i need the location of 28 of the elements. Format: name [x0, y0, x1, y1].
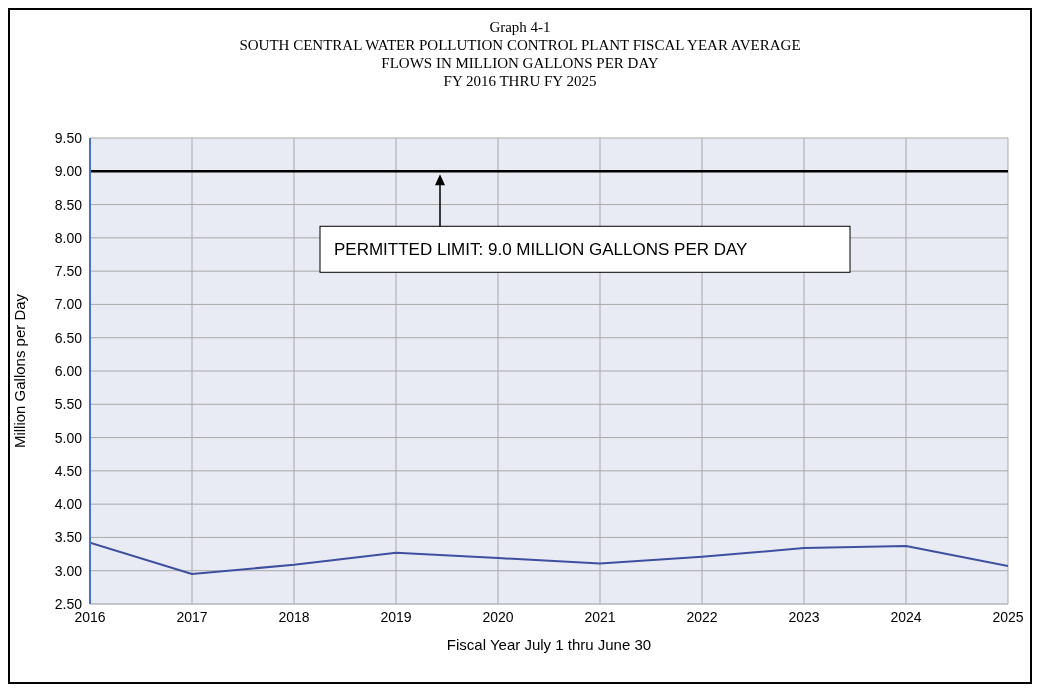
x-tick-label: 2017 [176, 608, 208, 625]
y-tick-label: 9.00 [54, 163, 83, 180]
y-tick-label: 8.50 [54, 196, 83, 213]
x-tick-label: 2024 [890, 608, 922, 625]
y-axis-title: Million Gallons per Day [11, 293, 29, 449]
x-tick-label: 2018 [278, 608, 310, 625]
x-tick-label: 2025 [992, 608, 1024, 625]
x-tick-label: 2022 [686, 608, 718, 625]
y-tick-label: 6.00 [54, 362, 83, 379]
x-tick-label: 2021 [584, 608, 616, 625]
y-tick-label: 5.00 [54, 429, 83, 446]
ref-line-label: PERMITTED LIMIT: 9.0 MILLION GALLONS PER DAY [334, 240, 748, 260]
y-tick-label: 3.00 [54, 562, 83, 579]
y-tick-label: 7.50 [54, 263, 83, 280]
y-tick-label: 3.50 [54, 529, 83, 546]
y-tick-label: 4.00 [54, 496, 83, 513]
x-tick-label: 2020 [482, 608, 514, 625]
y-tick-label: 8.00 [54, 229, 83, 246]
y-tick-label: 5.50 [54, 396, 83, 413]
x-tick-label: 2019 [380, 608, 412, 625]
x-axis-title: Fiscal Year July 1 thru June 30 [446, 636, 652, 653]
chart-title: Graph 4-1 SOUTH CENTRAL WATER POLLUTION CONTROL PLANT FISCAL YEAR AVERAGE FLOWS IN MILLION GALLONS PER DAY FY 2016 THRU FY 2025 [238, 18, 802, 90]
y-tick-label: 7.00 [54, 296, 83, 313]
y-tick-label: 4.50 [54, 462, 83, 479]
y-tick-label: 6.50 [54, 329, 83, 346]
line-series [90, 541, 1008, 576]
y-tick-label: 9.50 [54, 129, 83, 146]
x-tick-label: 2023 [788, 608, 820, 625]
